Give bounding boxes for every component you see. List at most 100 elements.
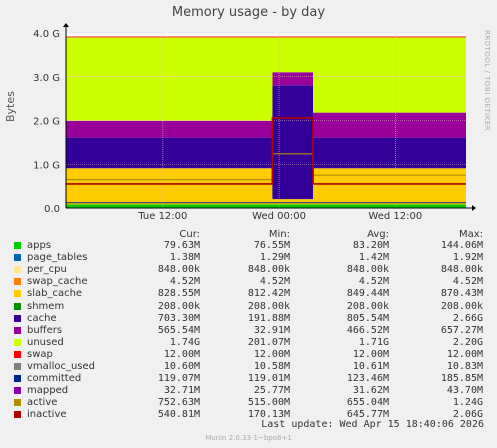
- legend-value-min: 32.91M: [253, 324, 290, 336]
- legend-value-min: 10.58M: [253, 361, 290, 372]
- legend-swatch: [14, 363, 21, 370]
- legend-label: slab_cache: [27, 288, 83, 300]
- legend-value-min: 208.00k: [247, 300, 290, 312]
- legend-row-vmalloc_used: vmalloc_used 10.60M 10.58M 10.61M 10.83M: [14, 361, 484, 373]
- legend-swatch: [14, 242, 21, 249]
- legend-value-max: 2.06G: [452, 409, 483, 421]
- last-update: Last update: Wed Apr 15 18:40:06 2026: [261, 419, 484, 430]
- legend-value-min: 848.00k: [247, 264, 290, 276]
- legend-header-min: Min:: [268, 229, 290, 240]
- area-unused: [66, 37, 466, 121]
- legend-row-per_cpu: per_cpu 848.00k 848.00k 848.00k 848.00k: [14, 264, 484, 276]
- legend-row-shmem: shmem 208.00k 208.00k 208.00k 208.00k: [14, 301, 484, 313]
- line-active: [66, 153, 466, 181]
- legend-value-min: 25.77M: [253, 385, 290, 397]
- legend-row-buffers: buffers 565.54M 32.91M 466.52M 657.27M: [14, 325, 484, 337]
- legend-label: active: [27, 397, 58, 409]
- legend-value-max: 4.52M: [452, 276, 483, 288]
- legend-value-avg: 4.52M: [358, 276, 389, 288]
- y-axis-arrow: [63, 23, 69, 27]
- legend-value-max: 2.20G: [452, 336, 483, 348]
- legend-value-avg: 208.00k: [346, 300, 389, 312]
- legend-row-unused: unused 1.74G 201.07M 1.71G 2.20G: [14, 337, 484, 349]
- line-inactive: [66, 117, 466, 185]
- legend-header-max: Max:: [458, 229, 483, 240]
- legend-value-cur: 540.81M: [157, 409, 200, 421]
- area-buffers: [66, 72, 466, 138]
- legend-value-cur: 208.00k: [157, 300, 200, 312]
- legend-swatch: [14, 338, 21, 346]
- legend-value-cur: 703.30M: [157, 312, 200, 324]
- legend-value-max: 870.43M: [440, 288, 483, 300]
- legend-value-cur: 1.74G: [169, 336, 200, 348]
- legend-label: apps: [27, 240, 52, 251]
- legend-row-inactive: inactive 540.81M 170.13M 645.77M 2.06G: [14, 409, 484, 421]
- legend-value-min: 4.52M: [259, 276, 290, 288]
- rrdtool-watermark: RRDTOOL / TOBI OETIKER: [483, 30, 491, 132]
- legend-row-page_tables: page_tables 1.38M 1.29M 1.42M 1.92M: [14, 252, 484, 264]
- legend-label: page_tables: [27, 252, 88, 264]
- x-axis-arrow: [472, 205, 476, 211]
- legend-value-max: 208.00k: [440, 300, 483, 312]
- legend-label: per_cpu: [27, 264, 67, 276]
- area-slab-cache: [66, 168, 466, 205]
- legend-swatch: [14, 302, 21, 310]
- legend-value-min: 1.29M: [259, 252, 290, 264]
- legend-value-cur: 4.52M: [169, 276, 200, 288]
- y-tick-label: 3.0 G: [33, 73, 60, 84]
- y-tick-label: 4.0 G: [33, 29, 60, 40]
- legend-label: buffers: [27, 324, 63, 336]
- legend-row-committed: committed 119.07M 119.01M 123.46M 185.85M: [14, 373, 484, 385]
- legend-swatch: [14, 266, 21, 274]
- legend-row-slab_cache: slab_cache 828.55M 812.42M 849.44M 870.43M: [14, 288, 484, 300]
- legend-value-avg: 1.71G: [358, 336, 389, 348]
- legend-value-avg: 645.77M: [346, 409, 389, 421]
- legend-label: vmalloc_used: [27, 361, 96, 372]
- legend-row-swap_cache: swap_cache 4.52M 4.52M 4.52M 4.52M: [14, 276, 484, 288]
- legend-value-max: 2.66G: [452, 312, 483, 324]
- area-cache: [66, 85, 466, 200]
- legend-value-avg: 123.46M: [346, 373, 389, 385]
- legend-header-avg: Avg:: [367, 229, 389, 240]
- legend-value-min: 201.07M: [247, 336, 290, 348]
- legend-swatch: [14, 387, 21, 395]
- legend-value-avg: 1.42M: [358, 252, 389, 264]
- legend-value-cur: 848.00k: [157, 264, 200, 276]
- legend-value-min: 119.01M: [247, 373, 290, 385]
- x-tick-label: Wed 00:00: [252, 211, 306, 222]
- legend-value-min: 12.00M: [253, 348, 290, 360]
- legend-row-cache: cache 703.30M 191.88M 805.54M 2.66G: [14, 313, 484, 325]
- y-tick-label: 2.0 G: [33, 117, 60, 128]
- legend-swatch: [14, 254, 21, 262]
- legend-label: cache: [27, 312, 57, 324]
- legend-value-cur: 119.07M: [157, 373, 200, 385]
- legend-value-avg: 466.52M: [346, 324, 389, 336]
- legend-value-min: 191.88M: [247, 312, 290, 324]
- legend-value-cur: 828.55M: [157, 288, 200, 300]
- legend-value-cur: 12.00M: [163, 348, 200, 360]
- legend-value-max: 12.00M: [446, 348, 483, 360]
- legend-value-min: 515.00M: [247, 397, 290, 409]
- legend-value-cur: 79.63M: [163, 240, 200, 251]
- legend-value-avg: 31.62M: [352, 385, 389, 397]
- legend-label: swap_cache: [27, 276, 88, 288]
- legend-row-active: active 752.63M 515.00M 655.04M 1.24G: [14, 397, 484, 409]
- legend-value-min: 76.55M: [253, 240, 290, 251]
- legend-value-avg: 655.04M: [346, 397, 389, 409]
- legend-value-max: 657.27M: [440, 324, 483, 336]
- legend-swatch: [14, 375, 21, 383]
- legend-swatch: [14, 411, 21, 419]
- legend-value-max: 43.70M: [446, 385, 483, 397]
- memory-chart: 0.0 1.0 G 2.0 G 3.0 G 4.0 G Tue 12:00 Wed 00:0…: [33, 23, 476, 222]
- legend-value-avg: 10.61M: [352, 361, 389, 372]
- legend-value-cur: 32.71M: [163, 385, 200, 397]
- legend-row-mapped: mapped 32.71M 25.77M 31.62M 43.70M: [14, 385, 484, 397]
- legend-value-avg: 849.44M: [346, 288, 389, 300]
- legend-value-avg: 805.54M: [346, 312, 389, 324]
- legend-value-avg: 848.00k: [346, 264, 389, 276]
- legend-label: committed: [27, 373, 82, 385]
- legend-value-avg: 12.00M: [352, 348, 389, 360]
- legend-value-cur: 565.54M: [157, 324, 200, 336]
- legend-value-max: 1.92M: [452, 252, 483, 264]
- legend-swatch: [14, 290, 21, 298]
